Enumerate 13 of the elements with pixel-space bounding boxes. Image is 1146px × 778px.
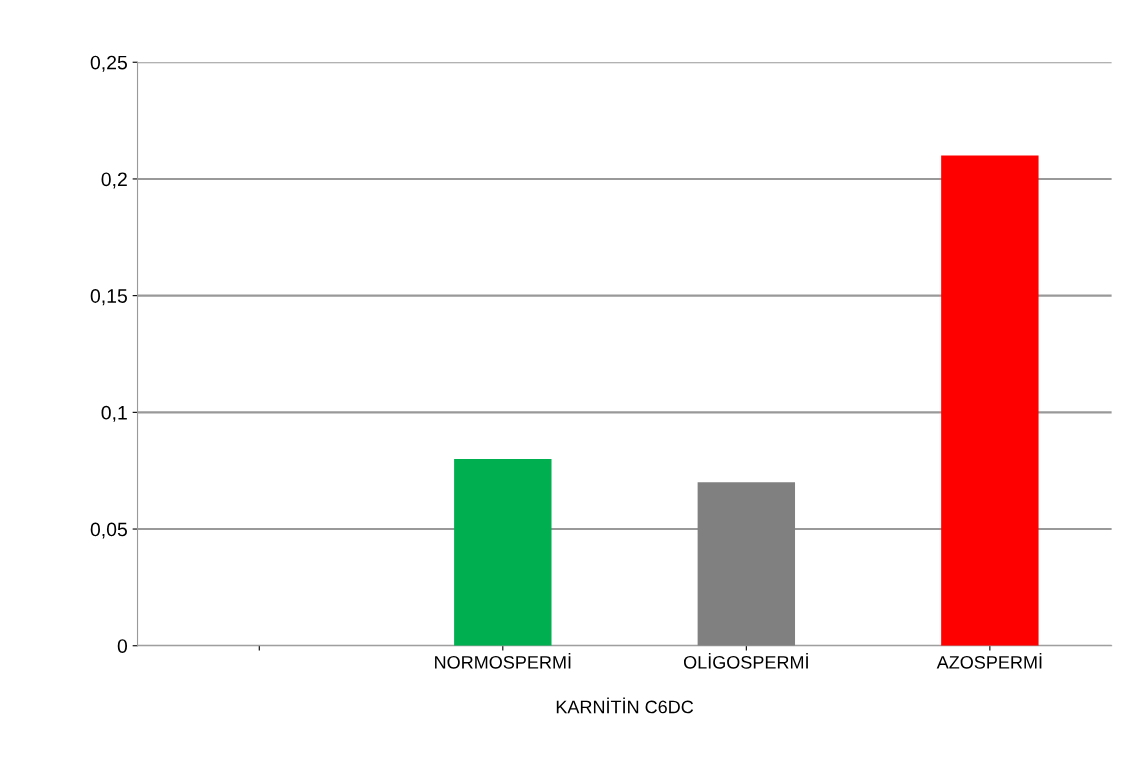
y-tick-label: 0,2	[101, 172, 127, 189]
y-tick-label: 0,25	[90, 55, 127, 72]
x-axis-title: KARNİTİN C6DC	[556, 697, 694, 714]
bar	[941, 155, 1039, 646]
y-tick-label: 0,05	[90, 522, 127, 539]
x-tick-label: AZOSPERMİ	[936, 652, 1042, 669]
y-tick-label: 0,1	[101, 405, 127, 422]
y-tick-label: 0	[117, 639, 128, 653]
x-tick-label: NORMOSPERMİ	[435, 652, 571, 669]
y-tick-label: 0,15	[90, 289, 127, 306]
x-tick-label: OLİGOSPERMİ	[683, 652, 808, 669]
bar	[697, 482, 796, 646]
bar	[454, 459, 552, 646]
